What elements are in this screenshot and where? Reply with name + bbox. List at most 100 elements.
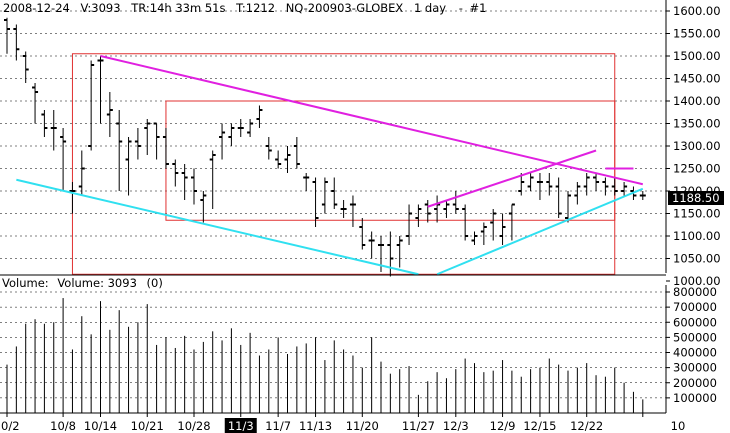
ohlc-bar [200,191,207,223]
ohlc-bar [508,203,515,241]
price-tick-label: 1300.00 [673,139,721,153]
price-bars [4,17,646,277]
volume-bars [6,298,644,413]
ohlc-bar [116,110,123,191]
ohlc-bar [293,137,300,169]
volume-tick-label: 200000 [673,376,717,390]
range-rectangle [165,100,616,221]
ohlc-bar [359,218,366,250]
price-tick-label: 1050.00 [673,252,721,266]
ohlc-bar [331,177,338,209]
ohlc-bar [321,177,328,214]
ohlc-bar [219,123,226,160]
ohlc-bar [527,173,534,191]
ohlc-bar [181,164,188,200]
ohlc-bar [602,177,609,196]
ohlc-bar [340,200,347,218]
date-tick-label: 11/27 [402,419,435,433]
ohlc-bar [284,146,291,173]
ohlc-bar [22,51,29,83]
ohlc-bar [499,213,506,245]
ohlc-bar [452,191,459,214]
ohlc-bar [406,204,413,245]
header-separator: - [459,1,463,15]
ohlc-bar [415,204,422,227]
volume-tick-label: 600000 [673,315,717,329]
ohlc-bar [209,150,216,209]
ohlc-bar [639,191,646,200]
ohlc-bar [434,195,441,223]
date-tick-label: 10/14 [84,419,117,433]
ohlc-bar [4,17,10,54]
ohlc-bar [237,119,244,137]
date-highlight-box [224,418,257,433]
ohlc-bar [32,83,39,124]
date-tick-label: 11/7 [265,419,291,433]
date-tick-label: 10/28 [177,419,210,433]
price-tick-label: 1550.00 [673,27,721,41]
price-tick-label: 1500.00 [673,49,721,63]
ohlc-bar [13,24,20,61]
ohlc-bar [471,231,478,245]
trend-lines [16,55,644,276]
date-tick-label: 12/22 [570,419,603,433]
date-tick-label: 12/15 [523,419,556,433]
ohlc-bar [78,150,85,196]
date-tick-label: 0/2 [1,419,20,433]
price-tick-label: 1000.00 [673,274,721,288]
header-volume: V:3093 [81,1,121,15]
ohlc-bar [275,150,282,169]
magenta-trendline [427,149,597,208]
date-axis: 0/2 10/8 10/14 10/21 10/28 11/3 11/7 11/13 11/20… [1,413,685,433]
price-tick-label: 1150.00 [673,207,721,221]
ohlc-bar [611,177,618,196]
ohlc-bar [172,159,179,187]
header-symbol: NQ-200903-GLOBEX [286,1,404,15]
ohlc-bar [69,182,76,214]
ohlc-bar [50,110,57,151]
ohlc-bar [396,236,403,268]
volume-tick-label: 700000 [673,300,717,314]
ohlc-bar [443,200,450,218]
ohlc-bar [349,195,356,227]
volume-panel-title: Volume: Volume: 3093 (0) [2,276,163,290]
volume-tick-label: 100000 [673,391,717,405]
ohlc-bar [256,105,263,128]
volume-series-label: Volume: 3093 [57,276,137,290]
date-tick-label: 11/13 [299,419,332,433]
date-tick-label: 10 [671,419,686,433]
volume-tick-label: 800000 [673,285,717,299]
ohlc-bar [518,173,525,196]
cyan-trendline [16,178,419,276]
last-price-box [668,191,724,205]
price-tick-label: 1100.00 [673,229,721,243]
ohlc-bar [565,191,571,223]
ohlc-bar [536,173,543,200]
ohlc-bar [424,200,431,223]
ohlc-bar [162,128,169,169]
cyan-trendline [436,187,644,276]
range-rectangle [71,53,616,275]
date-tick-label: 12/9 [490,419,516,433]
price-tick-label: 1250.00 [673,162,721,176]
ohlc-bar [593,173,600,191]
date-tick-label: 10/8 [50,419,76,433]
price-tick-label: 1450.00 [673,72,721,86]
volume-grid [0,291,666,399]
magenta-trendline [100,55,644,186]
ohlc-bar [462,204,469,241]
last-price-marker: 1188.50 [668,191,724,205]
ohlc-bar [247,119,254,137]
header-ticks: T:1212 [235,1,275,15]
ohlc-bar [125,137,132,196]
ohlc-bar [368,231,375,259]
ohlc-bar [153,122,160,160]
header-time-remaining: TR:14h 33m 51s [130,1,225,15]
ohlc-bar [312,177,319,227]
price-axis: 1600.00 1550.00 1500.00 1450.00 1400.00 1350.… [666,4,721,288]
date-tick-label: 11/20 [346,419,379,433]
ohlc-bar [97,56,104,124]
ohlc-bar [265,137,272,160]
